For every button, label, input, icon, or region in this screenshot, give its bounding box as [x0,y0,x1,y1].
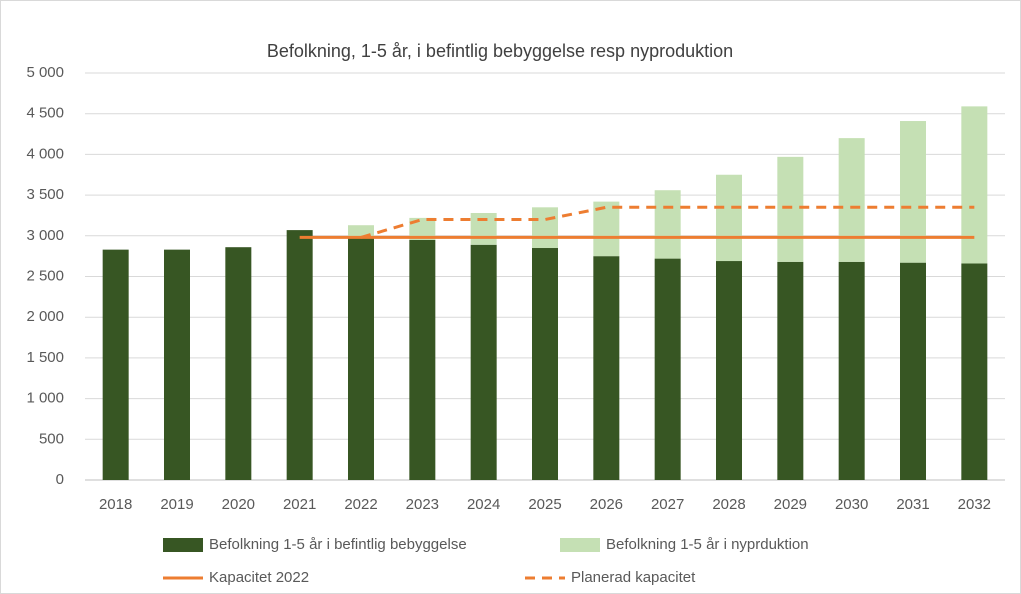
bar [470,244,497,480]
x-tick-label: 2024 [467,496,500,513]
legend-label: Planerad kapacitet [571,569,696,586]
bar [409,217,436,240]
y-tick-label: 500 [39,430,64,447]
line [360,205,975,239]
bar [409,239,436,480]
bar [838,261,865,480]
x-tick-label: 2023 [406,496,439,513]
y-tick-label: 1 000 [26,390,64,407]
legend-swatch [163,538,203,552]
x-tick-label: 2021 [283,496,316,513]
y-tick-label: 2 000 [26,308,64,325]
x-tick-label: 2020 [222,496,255,513]
y-tick-label: 0 [56,471,64,488]
bar [470,213,497,245]
bar [102,249,129,480]
x-tick-label: 2032 [958,496,991,513]
x-tick-label: 2018 [99,496,132,513]
bar [532,248,558,480]
x-tick-label: 2025 [528,496,561,513]
bar [777,156,804,262]
bar [716,174,742,262]
x-tick-label: 2027 [651,496,684,513]
y-tick-label: 4 000 [26,145,64,162]
x-tick-label: 2028 [712,496,745,513]
bar [348,238,374,480]
x-tick-label: 2031 [896,496,929,513]
bar [900,262,926,480]
x-tick-label: 2026 [590,496,623,513]
y-tick-label: 1 500 [26,349,64,366]
bar [716,261,742,480]
y-tick-label: 3 000 [26,227,64,244]
bar [593,201,620,257]
y-tick-label: 5 000 [26,64,64,81]
bar [593,256,620,480]
x-tick-label: 2029 [774,496,807,513]
y-tick-label: 4 500 [26,105,64,122]
bar [532,207,558,249]
bar [900,121,926,263]
x-tick-label: 2019 [160,496,193,513]
bar [777,261,804,480]
bar [654,190,681,259]
bar [654,258,681,480]
bar [286,230,313,480]
bar [164,249,190,480]
bar [961,263,988,480]
legend-label: Kapacitet 2022 [209,569,309,586]
bar [838,138,865,262]
legend-label: Befolkning 1-5 år i befintlig bebyggelse [209,536,467,553]
chart-title: Befolkning, 1-5 år, i befintlig bebyggel… [267,41,733,61]
legend-swatch [560,538,600,552]
x-tick-label: 2030 [835,496,868,513]
x-tick-label: 2022 [344,496,377,513]
y-tick-label: 2 500 [26,267,64,284]
bar [225,247,252,480]
bar [961,106,988,264]
legend-label: Befolkning 1-5 år i nyprduktion [606,536,809,553]
y-tick-label: 3 500 [26,186,64,203]
